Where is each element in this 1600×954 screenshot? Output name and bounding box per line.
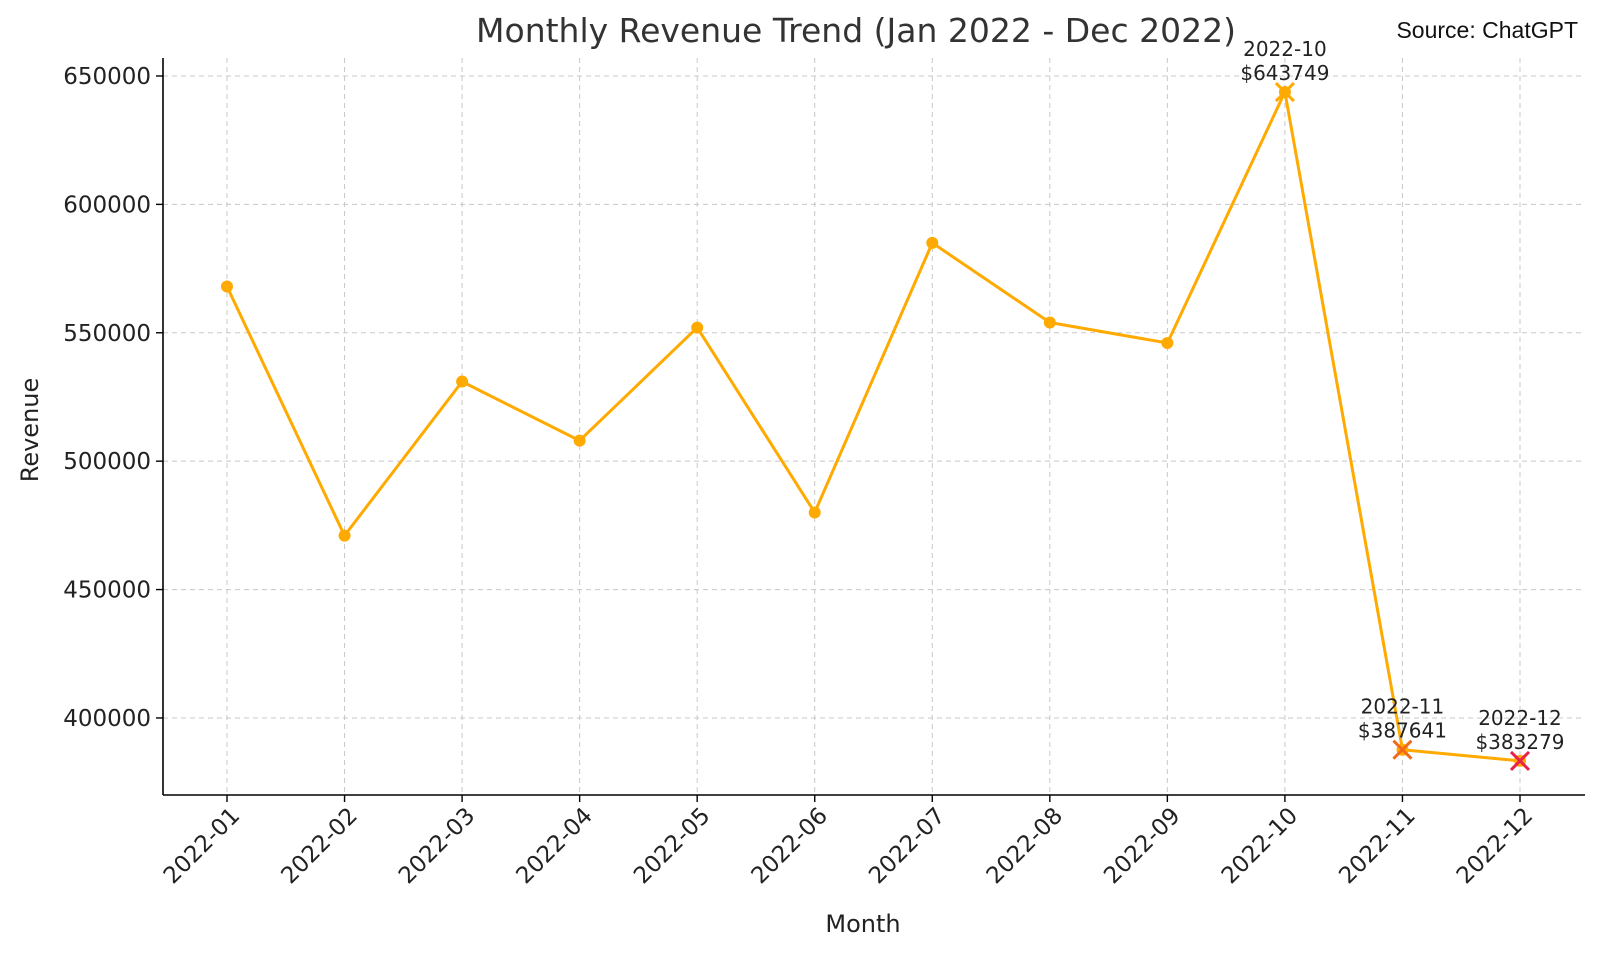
x-tick-label: 2022-12	[1452, 803, 1538, 889]
data-point	[1043, 316, 1056, 329]
annotation-marker	[1509, 750, 1531, 771]
series-layer	[221, 86, 1526, 767]
data-point	[573, 434, 586, 447]
x-tick-label: 2022-01	[159, 803, 245, 889]
data-point	[1161, 337, 1174, 350]
annotation-month-label: 2022-11	[1361, 695, 1445, 719]
y-tick-label: 650000	[63, 64, 151, 90]
source-label: Source: ChatGPT	[1396, 17, 1578, 43]
x-tick-label: 2022-03	[394, 803, 480, 889]
annotation-month-label: 2022-10	[1243, 37, 1327, 61]
y-tick-label: 450000	[63, 578, 151, 604]
x-tick-label: 2022-06	[747, 803, 833, 889]
x-tick-label: 2022-04	[512, 803, 598, 889]
chart-title: Monthly Revenue Trend (Jan 2022 - Dec 20…	[476, 11, 1236, 50]
data-point	[456, 375, 469, 388]
y-tick-label: 400000	[63, 706, 151, 732]
x-tick-label: 2022-05	[629, 803, 715, 889]
x-tick-label: 2022-02	[276, 803, 362, 889]
annotation-value-label: $643749	[1240, 61, 1329, 85]
data-point	[221, 280, 233, 293]
x-tick-label: 2022-11	[1334, 803, 1420, 889]
grid-layer	[163, 58, 1585, 795]
y-tick-label: 500000	[63, 449, 151, 475]
data-point	[338, 529, 351, 542]
series-line	[225, 90, 1521, 763]
data-point	[926, 236, 939, 249]
annotation-value-label: $387641	[1358, 719, 1447, 743]
y-tick-label: 550000	[63, 321, 151, 347]
x-tick-label: 2022-08	[982, 803, 1068, 889]
y-axis-title: Revenue	[16, 378, 44, 483]
ticks-layer: 400000 450000 500000 550000 600000 650000 2022…	[63, 64, 1538, 889]
x-axis-title: Month	[825, 910, 900, 938]
data-point	[691, 321, 704, 334]
axes-layer	[162, 58, 1585, 796]
annotation-value-label: $383279	[1475, 730, 1564, 754]
y-tick-label: 600000	[63, 192, 151, 218]
x-tick-label: 2022-09	[1099, 803, 1185, 889]
annotation-month-label: 2022-12	[1478, 706, 1562, 730]
data-point	[808, 506, 821, 519]
x-tick-label: 2022-07	[864, 803, 950, 889]
annotation-layer: 2022-10$643749 2022-11$387641 2022-12$3832…	[1240, 37, 1565, 771]
annotation-marker	[1274, 81, 1295, 103]
x-tick-label: 2022-10	[1217, 803, 1303, 889]
annotation-marker	[1392, 739, 1413, 760]
